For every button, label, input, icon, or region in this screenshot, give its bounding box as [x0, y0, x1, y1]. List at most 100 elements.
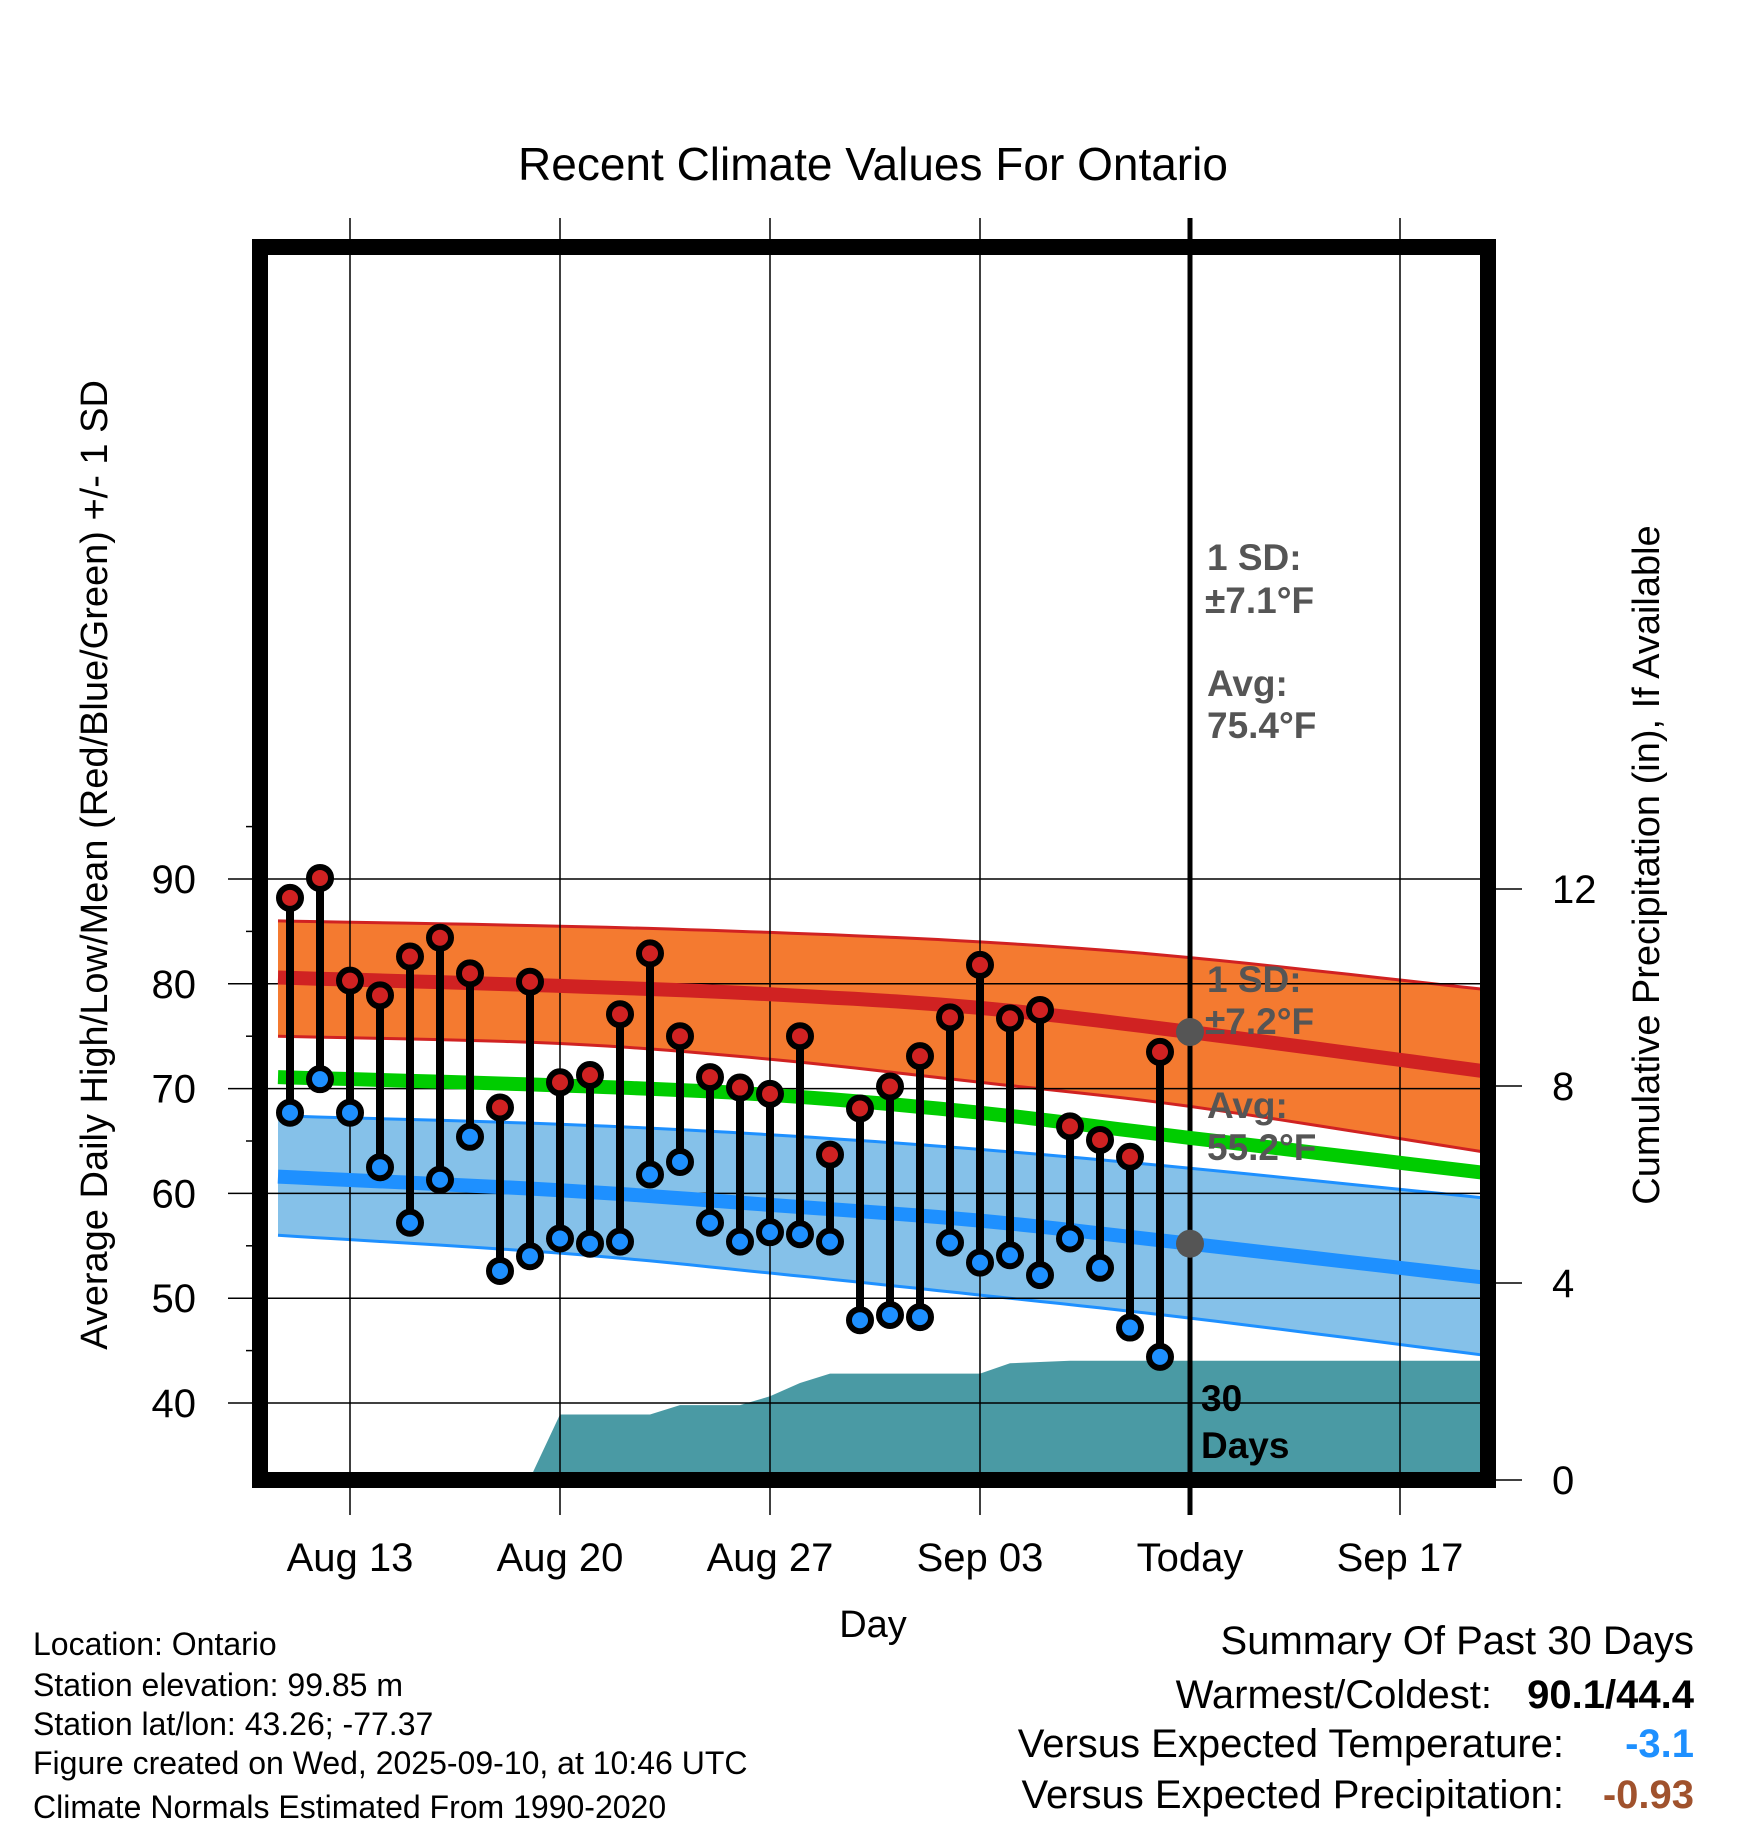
- y2-tick-label: 12: [1552, 868, 1597, 912]
- high-sd-label: 1 SD:: [1207, 537, 1302, 578]
- daily-low-point: [786, 1220, 814, 1249]
- daily-high-point: [606, 1000, 634, 1029]
- daily-low-point: [426, 1165, 454, 1194]
- daily-high-point: [936, 1003, 964, 1032]
- x-tick-label: Aug 20: [497, 1536, 624, 1580]
- summary-warm-cold-value: 90.1/44.4: [1527, 1673, 1695, 1717]
- y2-tick-label: 0: [1552, 1459, 1574, 1503]
- low-sd-band-upper-edge: [277, 1114, 1482, 1200]
- daily-high-point: [1056, 1112, 1084, 1141]
- y-tick-label: 90: [152, 858, 197, 902]
- daily-low-point: [636, 1160, 664, 1189]
- daily-low-point: [876, 1300, 904, 1329]
- y-tick-label: 50: [152, 1277, 197, 1321]
- daily-low-point: [936, 1228, 964, 1257]
- daily-low-point: [546, 1224, 574, 1253]
- daily-high-point: [726, 1073, 754, 1102]
- summary-warm-cold-label: Warmest/Coldest:: [1176, 1673, 1492, 1717]
- precip-area: [350, 1360, 1481, 1480]
- info-elevation: Station elevation: 99.85 m: [33, 1667, 403, 1703]
- high-sd-band: [278, 920, 1481, 1152]
- daily-low-point: [336, 1098, 364, 1127]
- daily-low-point: [966, 1248, 994, 1277]
- today-high-avg-dot: [1176, 1018, 1204, 1047]
- low-avg-label: Avg:: [1207, 1085, 1288, 1126]
- daily-high-point: [276, 883, 304, 912]
- low-avg-value: 55.2°F: [1207, 1127, 1316, 1168]
- daily-high-point: [1086, 1125, 1114, 1154]
- daily-low-point: [726, 1227, 754, 1256]
- daily-high-point: [1026, 996, 1054, 1024]
- daily-low-point: [486, 1256, 514, 1285]
- daily-high-point: [546, 1068, 574, 1097]
- daily-high-point: [306, 863, 334, 892]
- daily-high-point: [636, 939, 664, 968]
- daily-low-point: [1026, 1261, 1054, 1290]
- daily-low-point: [306, 1065, 334, 1094]
- high-avg-label: Avg:: [1207, 663, 1288, 704]
- daily-low-point: [576, 1229, 604, 1258]
- high-avg-value: 75.4°F: [1207, 705, 1316, 746]
- daily-low-point: [846, 1306, 874, 1335]
- daily-low-point: [756, 1218, 784, 1247]
- daily-low-point: [396, 1208, 424, 1237]
- daily-low-point: [816, 1227, 844, 1256]
- station-info: Location: Ontario Station elevation: 99.…: [33, 1626, 747, 1825]
- daily-high-point: [366, 981, 394, 1010]
- y-tick-label: 80: [152, 963, 197, 1007]
- info-normals: Climate Normals Estimated From 1990-2020: [33, 1789, 666, 1825]
- daily-high-point: [696, 1063, 724, 1092]
- x-tick-label: Aug 27: [707, 1536, 834, 1580]
- high-sd-value: ±7.1°F: [1205, 580, 1314, 621]
- daily-high-point: [396, 942, 424, 971]
- period-label-line1: 30: [1201, 1378, 1242, 1419]
- x-axis-label: Day: [839, 1604, 907, 1646]
- daily-low-point: [1056, 1224, 1084, 1253]
- daily-low-point: [366, 1153, 394, 1182]
- daily-low-point: [276, 1098, 304, 1127]
- y2-tick-label: 8: [1552, 1065, 1574, 1109]
- daily-high-point: [756, 1079, 784, 1108]
- mean-line: [277, 1070, 1482, 1180]
- high-avg-line: [277, 970, 1482, 1078]
- chart-title: Recent Climate Values For Ontario: [518, 138, 1228, 190]
- info-location: Location: Ontario: [33, 1626, 277, 1662]
- y2-axis-label: Cumulative Precipitation (in), If Availa…: [1626, 525, 1668, 1204]
- low-sd-band: [278, 1115, 1481, 1355]
- daily-high-point: [336, 966, 364, 995]
- daily-low-point: [996, 1241, 1024, 1270]
- y2-tick-label: 4: [1552, 1262, 1574, 1306]
- daily-high-point: [486, 1093, 514, 1122]
- daily-high-point: [456, 959, 484, 988]
- summary-precip-value: -0.93: [1603, 1773, 1694, 1817]
- high-sd-band-lower-edge: [277, 1034, 1482, 1153]
- summary-panel: Summary Of Past 30 Days Warmest/Coldest:…: [1018, 1619, 1695, 1817]
- daily-low-point: [1086, 1253, 1114, 1282]
- today-low-avg-dot: [1176, 1229, 1204, 1258]
- daily-low-point: [516, 1242, 544, 1271]
- x-tick-label: Today: [1137, 1536, 1244, 1580]
- daily-low-point: [1146, 1342, 1174, 1371]
- daily-high-point: [1116, 1142, 1144, 1171]
- daily-high-point: [876, 1072, 904, 1101]
- y-tick-label: 60: [152, 1172, 197, 1216]
- summary-title: Summary Of Past 30 Days: [1221, 1619, 1694, 1663]
- y-axis-label: Average Daily High/Low/Mean (Red/Blue/Gr…: [74, 380, 116, 1350]
- daily-high-point: [966, 950, 994, 979]
- daily-high-point: [786, 1022, 814, 1051]
- y-tick-label: 40: [152, 1382, 197, 1426]
- daily-low-point: [456, 1122, 484, 1151]
- period-label-line2: Days: [1201, 1425, 1289, 1466]
- plot-frame: [252, 239, 1496, 1488]
- summary-temp-label: Versus Expected Temperature:: [1018, 1722, 1564, 1766]
- daily-high-point: [906, 1042, 934, 1071]
- low-sd-label: 1 SD:: [1207, 959, 1302, 1000]
- info-latlon: Station lat/lon: 43.26; -77.37: [33, 1706, 433, 1742]
- daily-high-point: [666, 1022, 694, 1051]
- daily-low-point: [666, 1147, 694, 1176]
- daily-low-point: [606, 1227, 634, 1256]
- y-tick-label: 70: [152, 1068, 197, 1112]
- low-sd-value: ±7.2°F: [1205, 1001, 1314, 1042]
- x-tick-label: Aug 13: [287, 1536, 414, 1580]
